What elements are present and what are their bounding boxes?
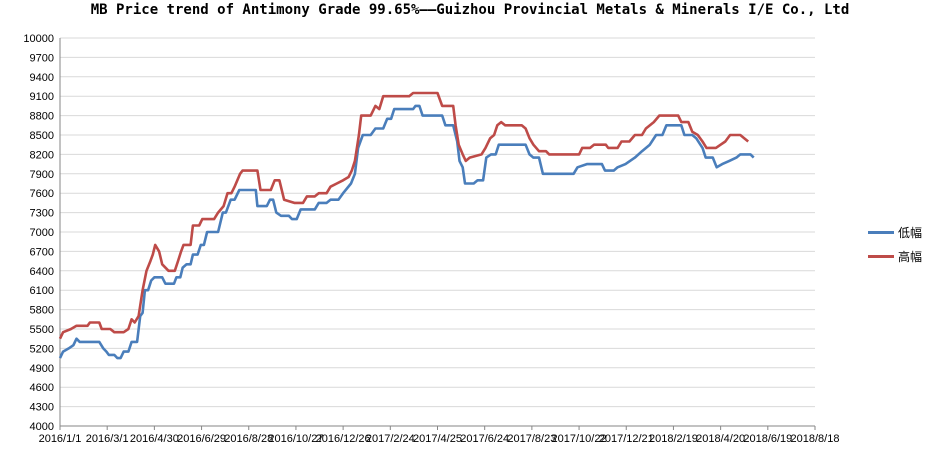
legend-label-high: 高幅 [898, 249, 923, 264]
x-tick-label: 2018/8/18 [791, 433, 840, 445]
x-tick-label: 2017/12/21 [599, 433, 654, 445]
y-tick-label: 4900 [30, 363, 54, 375]
y-tick-label: 7300 [30, 208, 54, 220]
legend-item-high: 高幅 [868, 244, 922, 268]
x-tick-label: 2017/10/22 [552, 433, 607, 445]
y-tick-label: 5800 [30, 305, 54, 317]
legend-swatch-high [868, 254, 894, 258]
y-tick-label: 5500 [30, 324, 54, 336]
y-tick-label: 8500 [30, 130, 54, 142]
chart-title: MB Price trend of Antimony Grade 99.65%—… [90, 2, 850, 18]
y-tick-label: 8200 [30, 149, 54, 161]
x-tick-label: 2016/6/29 [177, 433, 226, 445]
y-tick-label: 4000 [30, 421, 54, 433]
y-tick-label: 5200 [30, 343, 54, 355]
x-tick-label: 2017/6/24 [460, 433, 509, 445]
x-tick-label: 2016/10/27 [268, 433, 323, 445]
y-tick-label: 9400 [30, 72, 54, 84]
legend-swatch-low [868, 230, 894, 234]
y-tick-label: 6100 [30, 285, 54, 297]
x-tick-label: 2018/2/19 [649, 433, 698, 445]
x-tick-label: 2016/1/1 [39, 433, 82, 445]
x-tick-label: 2018/6/19 [743, 433, 792, 445]
y-tick-label: 9100 [30, 91, 54, 103]
y-tick-label: 9700 [30, 52, 54, 64]
x-tick-label: 2016/12/26 [316, 433, 371, 445]
legend: 低幅 高幅 [868, 220, 922, 268]
series-line-low [58, 104, 755, 360]
y-tick-label: 7600 [30, 188, 54, 200]
x-tick-label: 2017/8/23 [507, 433, 556, 445]
x-tick-label: 2016/3/1 [86, 433, 129, 445]
y-tick-label: 4600 [30, 382, 54, 394]
legend-label-low: 低幅 [898, 225, 923, 240]
series-line-high [58, 91, 750, 340]
y-tick-label: 7000 [30, 227, 54, 239]
x-tick-label: 2016/4/30 [130, 433, 179, 445]
y-tick-label: 8800 [30, 111, 54, 123]
x-tick-label: 2017/2/24 [366, 433, 415, 445]
legend-item-low: 低幅 [868, 220, 922, 244]
x-tick-label: 2018/4/20 [696, 433, 745, 445]
y-tick-label: 4300 [30, 402, 54, 414]
x-tick-label: 2017/4/25 [413, 433, 462, 445]
y-tick-label: 6700 [30, 246, 54, 258]
x-tick-label: 2016/8/28 [224, 433, 273, 445]
y-tick-label: 6400 [30, 266, 54, 278]
y-tick-label: 10000 [23, 33, 54, 45]
y-tick-label: 7900 [30, 169, 54, 181]
